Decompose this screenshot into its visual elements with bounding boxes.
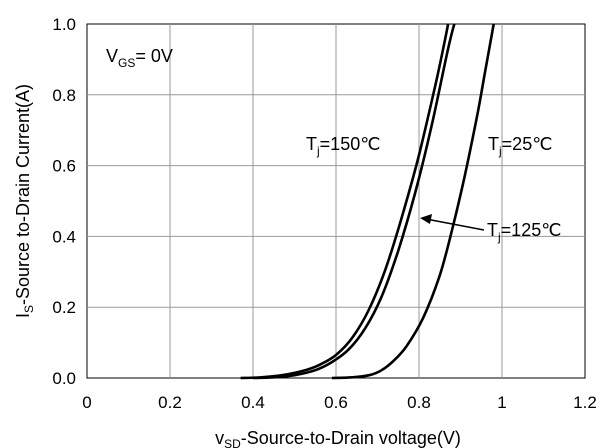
grid	[87, 24, 585, 378]
series-line-3	[331, 23, 495, 380]
annotation-tj-25: Tj=25℃	[488, 134, 552, 158]
x-axis-title: vSD-Source-to-Drain voltage(V)	[215, 428, 461, 448]
arrow-annotation	[420, 214, 485, 231]
annotation-tj-125: Tj=125℃	[487, 220, 561, 244]
arrow-head	[420, 214, 432, 224]
x-tick-label: 0.2	[158, 393, 182, 412]
x-tick-label: 1	[497, 393, 506, 412]
annotation-vgs: VGS= 0V	[106, 46, 173, 70]
arrow-shaft	[425, 218, 485, 231]
y-tick-label: 0.0	[52, 369, 76, 388]
y-tick-label: 1.0	[52, 15, 76, 34]
y-tick-labels: 0.0 0.2 0.4 0.6 0.8 1.0	[52, 15, 76, 388]
series-line-2	[252, 23, 456, 380]
x-tick-label: 0.4	[241, 393, 265, 412]
x-tick-label: 0	[82, 393, 91, 412]
series-group	[240, 23, 495, 380]
x-tick-label: 1.2	[573, 393, 597, 412]
y-tick-label: 0.2	[52, 298, 76, 317]
x-tick-label: 0.8	[407, 393, 431, 412]
x-tick-labels: 0 0.2 0.4 0.6 0.8 1 1.2	[82, 393, 597, 412]
x-tick-label: 0.6	[324, 393, 348, 412]
annotation-tj-150: Tj=150℃	[306, 134, 380, 158]
y-axis-title: IS-Source to-Drain Current(A)	[13, 84, 36, 318]
y-tick-label: 0.6	[52, 157, 76, 176]
y-tick-label: 0.8	[52, 86, 76, 105]
y-tick-label: 0.4	[52, 227, 76, 246]
series-line-1	[240, 23, 450, 380]
